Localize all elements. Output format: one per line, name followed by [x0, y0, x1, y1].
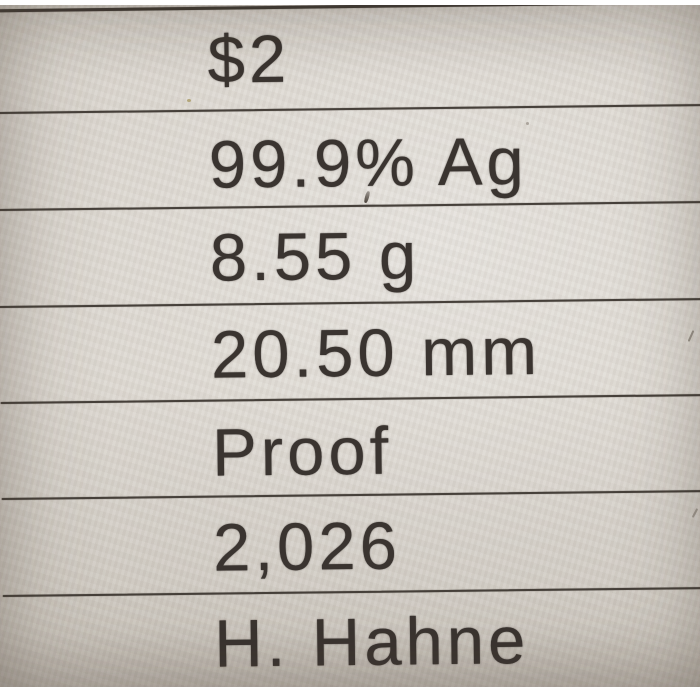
table-rule — [0, 103, 700, 115]
printed-sheet: $2 99.9% Ag 8.55 g 20.50 mm Proof 2,026 … — [0, 5, 700, 687]
paper-photo: $2 99.9% Ag 8.55 g 20.50 mm Proof 2,026 … — [0, 5, 700, 687]
spec-designer: H. Hahne — [213, 603, 530, 682]
table-rule — [0, 5, 700, 12]
table-rule — [2, 586, 700, 598]
spec-composition: 99.9% Ag — [208, 124, 529, 203]
spec-denomination: $2 — [207, 21, 291, 98]
spec-weight: 8.55 g — [209, 218, 421, 296]
table-rule — [0, 393, 700, 405]
table-rule — [1, 489, 700, 501]
table-rule — [0, 200, 700, 212]
spec-finish: Proof — [211, 413, 393, 491]
spec-diameter: 20.50 mm — [210, 313, 542, 393]
spec-mintage: 2,026 — [212, 508, 402, 586]
table-rule — [0, 297, 700, 309]
